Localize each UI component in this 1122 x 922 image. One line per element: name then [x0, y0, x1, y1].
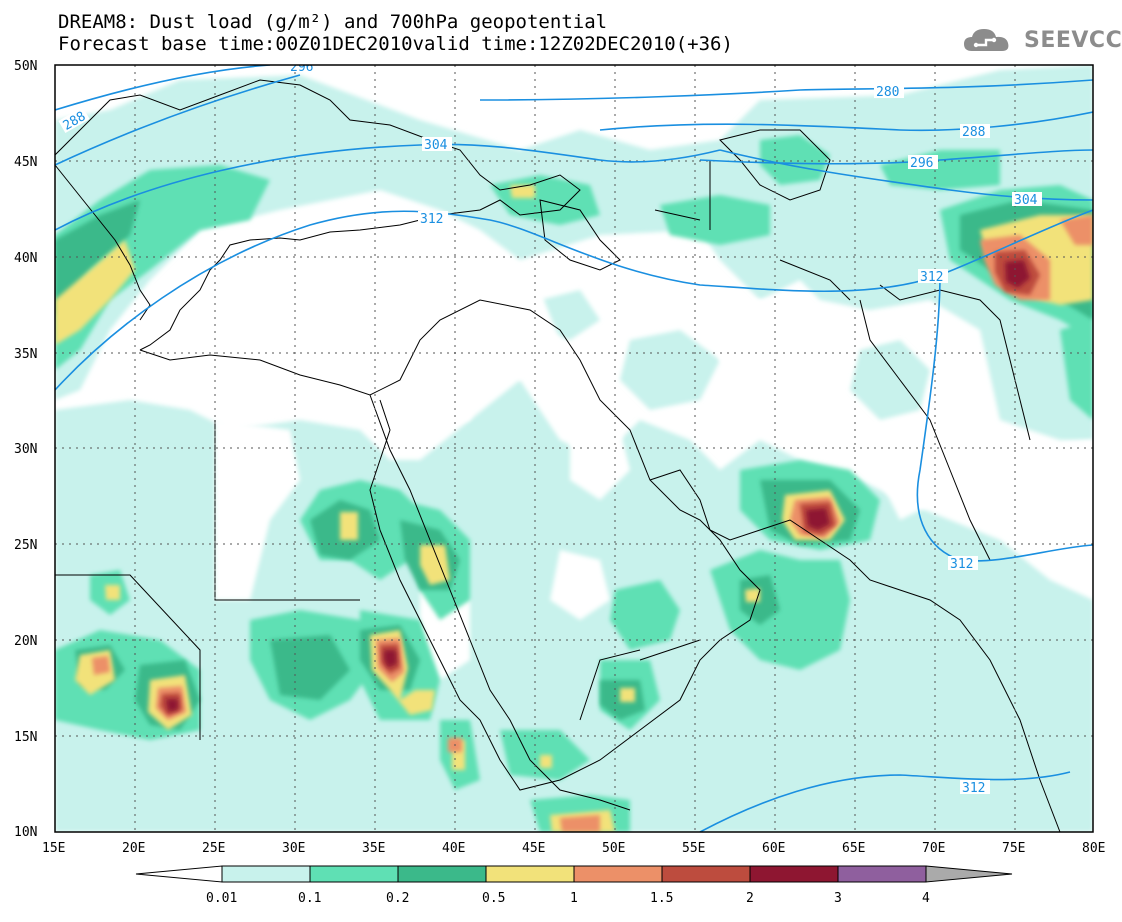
- plot-frame: [54, 64, 1094, 833]
- dust-free-areas: [160, 235, 1093, 680]
- lat-label: 30N: [14, 442, 37, 457]
- lat-lon-grid: [55, 65, 1093, 832]
- contour-labels: 296 288 304 312 280 288 296 304 312 312 …: [58, 60, 1042, 796]
- contour-label: 312: [962, 781, 985, 796]
- lon-label: 15E: [42, 841, 65, 856]
- lat-label: 50N: [14, 59, 37, 74]
- lon-label: 25E: [202, 841, 225, 856]
- lon-label: 50E: [602, 841, 625, 856]
- colorbar-label: 0.01: [206, 891, 237, 906]
- lon-label: 70E: [922, 841, 945, 856]
- colorbar-box: [309, 865, 399, 883]
- latitude-labels: 50N 45N 40N 35N 30N 25N 20N 15N 10N: [14, 59, 37, 840]
- dust-shading-2: [166, 260, 1030, 712]
- cloud-icon: [964, 29, 1009, 51]
- lat-label: 20N: [14, 634, 37, 649]
- lat-label: 15N: [14, 730, 37, 745]
- longitude-labels: 15E 20E 25E 30E 35E 40E 45E 50E 55E 60E …: [42, 841, 1105, 856]
- lat-label: 25N: [14, 538, 37, 553]
- lon-label: 45E: [522, 841, 545, 856]
- colorbar: 0.01 0.1 0.2 0.5 1 1.5 2 3 4: [135, 865, 1013, 906]
- colorbar-low-triangle: [135, 865, 223, 883]
- colorbar-label: 4: [922, 891, 930, 906]
- contour-label: 296: [910, 156, 933, 171]
- lon-label: 35E: [362, 841, 385, 856]
- contour-label: 312: [950, 557, 973, 572]
- contour-label: 312: [920, 270, 943, 285]
- lon-label: 65E: [842, 841, 865, 856]
- colorbar-box: [661, 865, 751, 883]
- contour-label: 280: [876, 85, 899, 100]
- lon-label: 60E: [762, 841, 785, 856]
- colorbar-label: 0.2: [386, 891, 409, 906]
- colorbar-box: [485, 865, 575, 883]
- colorbar-box: [221, 865, 311, 883]
- lon-label: 75E: [1002, 841, 1025, 856]
- map-plot-area: 296 288 304 312 280 288 296 304 312 312 …: [55, 60, 1093, 832]
- map-title: DREAM8: Dust load (g/m²) and 700hPa geop…: [58, 11, 608, 33]
- colorbar-label: 1.5: [650, 891, 673, 906]
- logo-text: SEEVCCC: [1024, 27, 1122, 53]
- colorbar-label: 1: [570, 891, 578, 906]
- lon-label: 80E: [1082, 841, 1105, 856]
- lon-label: 20E: [122, 841, 145, 856]
- colorbar-box: [397, 865, 487, 883]
- contour-label: 288: [962, 125, 985, 140]
- map-subtitle: Forecast base time:00Z01DEC2010valid tim…: [58, 33, 733, 55]
- contour-label: 304: [1014, 193, 1038, 208]
- lat-label: 10N: [14, 825, 37, 840]
- lon-label: 55E: [682, 841, 705, 856]
- colorbar-label: 0.5: [482, 891, 505, 906]
- contour-label: 312: [420, 212, 443, 227]
- geopotential-contours: [55, 65, 1093, 832]
- lon-label: 40E: [442, 841, 465, 856]
- contour-label: 304: [424, 138, 448, 153]
- colorbar-box: [749, 865, 839, 883]
- colorbar-label: 3: [834, 891, 842, 906]
- contour-label: 296: [290, 60, 313, 75]
- lat-label: 40N: [14, 251, 37, 266]
- coastlines-borders: [55, 79, 1061, 832]
- colorbar-box: [837, 865, 927, 883]
- seevccc-logo: SEEVCCC: [962, 26, 1122, 54]
- lat-label: 35N: [14, 347, 37, 362]
- colorbar-label: 0.1: [298, 891, 321, 906]
- colorbar-high-triangle: [925, 865, 1013, 883]
- lat-label: 45N: [14, 155, 37, 170]
- colorbar-label: 2: [746, 891, 754, 906]
- colorbar-box: [573, 865, 663, 883]
- lon-label: 30E: [282, 841, 305, 856]
